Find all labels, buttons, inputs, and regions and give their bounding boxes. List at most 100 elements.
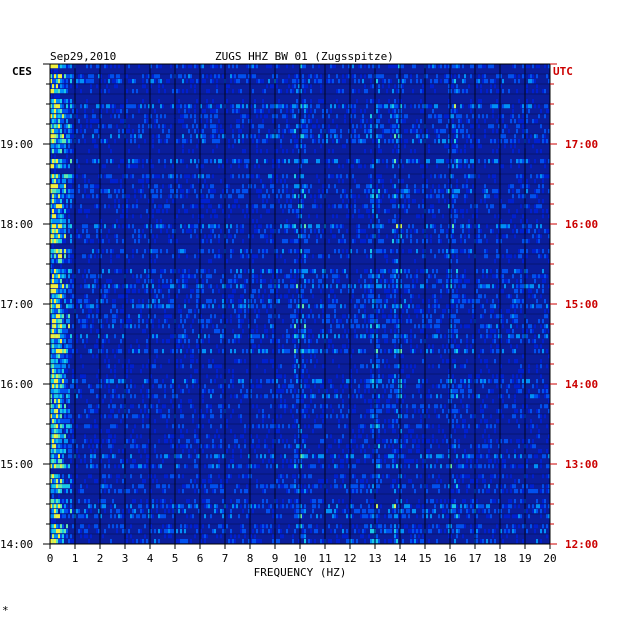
spectrogram-cell bbox=[362, 314, 364, 319]
spectrogram-cell bbox=[50, 329, 52, 334]
spectrogram-cell bbox=[186, 139, 188, 144]
spectrogram-cell bbox=[160, 229, 162, 234]
spectrogram-cell bbox=[214, 269, 216, 274]
spectrogram-cell bbox=[530, 209, 532, 214]
spectrogram-cell bbox=[234, 339, 236, 344]
spectrogram-cell bbox=[202, 289, 204, 294]
spectrogram-cell bbox=[384, 79, 386, 84]
spectrogram-cell bbox=[58, 314, 60, 319]
spectrogram-cell bbox=[312, 64, 314, 69]
spectrogram-cell bbox=[396, 249, 398, 254]
spectrogram-cell bbox=[110, 174, 112, 179]
spectrogram-cell bbox=[450, 89, 452, 94]
spectrogram-cell bbox=[294, 209, 296, 214]
spectrogram-cell bbox=[222, 314, 224, 319]
spectrogram-cell bbox=[302, 204, 304, 209]
spectrogram-cell bbox=[350, 204, 352, 209]
spectrogram-cell bbox=[490, 269, 492, 274]
spectrogram-cell bbox=[252, 219, 254, 224]
spectrogram-cell bbox=[444, 174, 446, 179]
spectrogram-cell bbox=[380, 134, 382, 139]
spectrogram-cell bbox=[282, 129, 284, 134]
spectrogram-cell bbox=[78, 74, 80, 79]
spectrogram-cell bbox=[378, 209, 380, 214]
spectrogram-cell bbox=[98, 239, 100, 244]
spectrogram-cell bbox=[244, 159, 246, 164]
spectrogram-cell bbox=[370, 239, 372, 244]
spectrogram-cell bbox=[128, 64, 130, 69]
spectrogram-cell bbox=[132, 174, 134, 179]
spectrogram-cell bbox=[268, 299, 270, 304]
spectrogram-cell bbox=[112, 109, 114, 114]
spectrogram-cell bbox=[182, 139, 184, 144]
spectrogram-cell bbox=[436, 74, 438, 79]
spectrogram-cell bbox=[190, 134, 192, 139]
spectrogram-cell bbox=[402, 229, 404, 234]
spectrogram-cell bbox=[326, 139, 328, 144]
spectrogram-cell bbox=[354, 134, 356, 139]
spectrogram-cell bbox=[226, 99, 228, 104]
spectrogram-cell bbox=[134, 159, 136, 164]
spectrogram-cell bbox=[54, 179, 56, 184]
spectrogram-cell bbox=[154, 294, 156, 299]
spectrogram-cell bbox=[246, 114, 248, 119]
spectrogram-cell bbox=[54, 319, 56, 324]
spectrogram-cell bbox=[498, 214, 500, 219]
spectrogram-cell bbox=[416, 119, 418, 124]
spectrogram-cell bbox=[164, 269, 166, 274]
spectrogram-cell bbox=[212, 134, 214, 139]
spectrogram-cell bbox=[328, 204, 330, 209]
spectrogram-cell bbox=[522, 299, 524, 304]
spectrogram-cell bbox=[348, 109, 350, 114]
spectrogram-cell bbox=[286, 339, 288, 344]
spectrogram-cell bbox=[116, 284, 118, 289]
spectrogram-cell bbox=[240, 104, 242, 109]
spectrogram-cell bbox=[60, 339, 62, 344]
spectrogram-cell bbox=[376, 309, 378, 314]
spectrogram-cell bbox=[194, 89, 196, 94]
spectrogram-cell bbox=[258, 334, 260, 339]
spectrogram-cell bbox=[98, 249, 100, 254]
spectrogram-cell bbox=[64, 249, 66, 254]
spectrogram-cell bbox=[134, 289, 136, 294]
spectrogram-cell bbox=[448, 329, 450, 334]
spectrogram-cell bbox=[220, 279, 222, 284]
spectrogram-cell bbox=[294, 314, 296, 319]
spectrogram-cell bbox=[56, 179, 58, 184]
spectrogram-cell bbox=[438, 189, 440, 194]
spectrogram-cell bbox=[412, 294, 414, 299]
spectrogram-cell bbox=[72, 74, 74, 79]
spectrogram-cell bbox=[280, 179, 282, 184]
spectrogram-cell bbox=[126, 254, 128, 259]
spectrogram-cell bbox=[94, 139, 96, 144]
spectrogram-cell bbox=[526, 134, 528, 139]
spectrogram-cell bbox=[180, 119, 182, 124]
spectrogram-cell bbox=[68, 114, 70, 119]
spectrogram-cell bbox=[444, 184, 446, 189]
spectrogram-cell bbox=[484, 74, 486, 79]
spectrogram-cell bbox=[502, 134, 504, 139]
spectrogram-cell bbox=[118, 294, 120, 299]
spectrogram-cell bbox=[70, 204, 72, 209]
spectrogram-cell bbox=[158, 289, 160, 294]
spectrogram-cell bbox=[254, 229, 256, 234]
spectrogram-cell bbox=[186, 209, 188, 214]
spectrogram-cell bbox=[296, 284, 298, 289]
spectrogram-cell bbox=[292, 284, 294, 289]
spectrogram-cell bbox=[544, 324, 546, 329]
spectrogram-cell bbox=[342, 224, 344, 229]
spectrogram-cell bbox=[320, 289, 322, 294]
spectrogram-cell bbox=[534, 274, 536, 279]
spectrogram-cell bbox=[84, 319, 86, 324]
spectrogram-cell bbox=[288, 74, 290, 79]
spectrogram-cell bbox=[212, 209, 214, 214]
spectrogram-cell bbox=[200, 239, 202, 244]
spectrogram-cell bbox=[60, 304, 62, 309]
spectrogram-cell bbox=[112, 159, 114, 164]
spectrogram-cell bbox=[54, 189, 56, 194]
spectrogram-cell bbox=[410, 329, 412, 334]
spectrogram-cell bbox=[500, 339, 502, 344]
spectrogram-cell bbox=[176, 344, 178, 349]
spectrogram-cell bbox=[200, 274, 202, 279]
spectrogram-cell bbox=[392, 269, 394, 274]
